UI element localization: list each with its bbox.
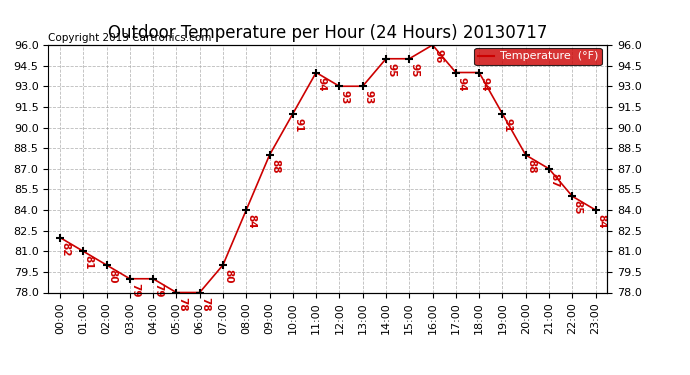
Text: 87: 87	[549, 173, 560, 188]
Text: 91: 91	[293, 118, 304, 132]
Text: 84: 84	[247, 214, 257, 229]
Text: 78: 78	[177, 297, 187, 311]
Text: 96: 96	[433, 49, 443, 63]
Text: 82: 82	[61, 242, 70, 256]
Text: 80: 80	[107, 269, 117, 284]
Text: 81: 81	[83, 255, 94, 270]
Text: 79: 79	[130, 283, 140, 297]
Text: 78: 78	[200, 297, 210, 311]
Text: 94: 94	[456, 76, 466, 91]
Title: Outdoor Temperature per Hour (24 Hours) 20130717: Outdoor Temperature per Hour (24 Hours) …	[108, 24, 547, 42]
Text: 95: 95	[410, 63, 420, 77]
Text: Copyright 2013 Cartronics.com: Copyright 2013 Cartronics.com	[48, 33, 212, 42]
Legend: Temperature  (°F): Temperature (°F)	[475, 48, 602, 65]
Text: 79: 79	[154, 283, 164, 297]
Text: 88: 88	[526, 159, 536, 174]
Text: 85: 85	[573, 200, 583, 215]
Text: 93: 93	[340, 90, 350, 105]
Text: 84: 84	[596, 214, 606, 229]
Text: 94: 94	[317, 76, 326, 91]
Text: 94: 94	[480, 76, 490, 91]
Text: 91: 91	[503, 118, 513, 132]
Text: 93: 93	[363, 90, 373, 105]
Text: 95: 95	[386, 63, 397, 77]
Text: 88: 88	[270, 159, 280, 174]
Text: 80: 80	[224, 269, 233, 284]
